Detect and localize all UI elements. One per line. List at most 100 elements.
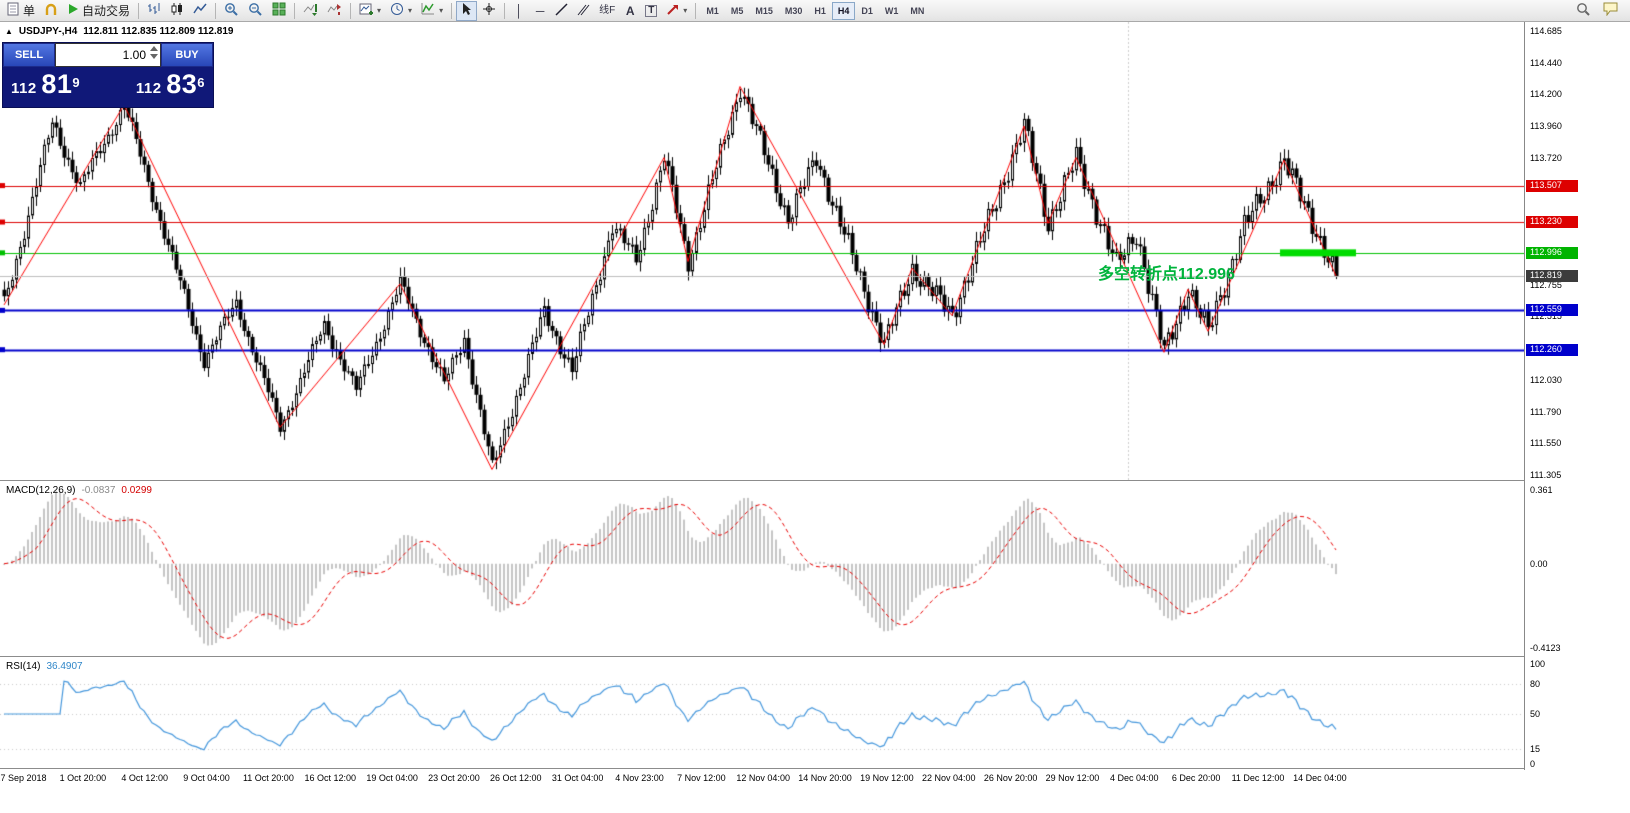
zoom-in-icon [224,2,239,20]
price-tag[interactable]: 113.507 [1526,180,1578,192]
time-axis-label: 27 Sep 2018 [0,773,47,783]
timeframe-button-h4[interactable]: H4 [831,1,856,20]
buy-price[interactable]: 112 836 [135,69,205,99]
time-axis-label: 4 Nov 23:00 [615,773,664,783]
zoom-in-button[interactable] [220,1,243,21]
pane-splitter[interactable] [0,480,1630,481]
macd-canvas[interactable] [0,482,1524,656]
period-button[interactable]: ▾ [386,1,416,21]
time-axis-label: 23 Oct 20:00 [428,773,480,783]
equidistant-channel-icon [577,3,590,19]
crosshair-icon [482,2,496,19]
pane-splitter[interactable] [0,656,1630,657]
horizontal-line-icon: ─ [535,3,545,18]
trendline-tool-button[interactable] [551,1,572,21]
auto-scroll-button[interactable] [299,1,322,21]
text-tool-button[interactable]: A [620,1,640,21]
time-axis-label: 6 Dec 20:00 [1171,773,1221,783]
timeframe-button-m5[interactable]: M5 [725,2,750,20]
sell-price[interactable]: 112 819 [11,69,81,99]
new-order-label: 单 [23,4,36,18]
lot-decrease-arrow[interactable] [150,54,158,59]
chart-shift-icon [327,2,342,19]
toolbar-separator [504,2,506,19]
lot-size-field[interactable]: 1.00 [55,43,161,67]
pane-splitter[interactable] [0,768,1630,769]
timeframe-button-h1[interactable]: H1 [808,2,832,20]
price-tick-label: 114.200 [1530,89,1562,99]
toolbar-separator [350,2,352,19]
price-tick-label: 111.550 [1530,438,1562,448]
crosshair-tool-button[interactable] [478,1,500,21]
vertical-line-tool-button[interactable]: │ [509,1,529,21]
time-axis-label: 26 Oct 12:00 [490,773,542,783]
text-tool-icon: A [625,3,635,18]
buy-button[interactable]: BUY [161,43,213,67]
timeframe-button-m15[interactable]: M15 [749,2,779,20]
zoom-out-button[interactable] [244,1,267,21]
search-icon [1576,2,1591,20]
time-axis-label: 22 Nov 04:00 [921,773,976,783]
price-axis[interactable]: 114.685 114.440 114.200 113.960 113.720 112.7… [1524,22,1630,770]
macd-axis-min: -0.4123 [1530,643,1561,653]
rsi-axis-label: 100 [1530,659,1546,669]
collapse-one-click-arrow[interactable]: ▲ [5,27,13,36]
line-chart-button[interactable] [189,1,211,21]
price-tick-label: 114.440 [1530,58,1562,68]
candlestick-chart-button[interactable] [166,1,188,21]
autotrading-button[interactable]: 自动交易 [63,1,134,21]
price-tag[interactable]: 112.996 [1526,247,1578,259]
channel-tool-button[interactable] [573,1,594,21]
timeframe-button-m1[interactable]: M1 [700,2,725,20]
rsi-canvas[interactable] [0,658,1524,768]
timeframe-button-d1[interactable]: D1 [855,2,879,20]
fibonacci-tool-button[interactable]: 线F [595,1,619,21]
time-axis-label: 14 Dec 04:00 [1293,773,1347,783]
indicators-button[interactable]: ▾ [417,1,447,21]
toolbar-separator [451,2,453,19]
timeframe-button-mn[interactable]: MN [904,2,930,20]
timeframe-button-w1[interactable]: W1 [879,2,905,20]
toolbar-separator [215,2,217,19]
arrows-tool-button[interactable]: ▾ [662,1,691,21]
lot-increase-arrow[interactable] [150,46,158,51]
price-tag[interactable]: 112.260 [1526,344,1578,356]
symbol-header: ▲ USDJPY-,H4 112.811 112.835 112.809 112… [5,26,233,37]
sell-button[interactable]: SELL [3,43,55,67]
symbol-quotes: 112.811 112.835 112.809 112.819 [83,26,234,37]
search-button[interactable] [1572,1,1595,21]
time-axis-label: 9 Oct 04:00 [183,773,230,783]
tile-windows-button[interactable] [268,1,290,21]
new-order-button[interactable]: 单 [3,1,39,21]
time-axis-label: 11 Oct 20:00 [242,773,294,783]
new-chart-button[interactable]: ▾ [355,1,385,21]
main-chart-canvas[interactable] [0,22,1524,480]
time-axis-label: 4 Dec 04:00 [1110,773,1159,783]
price-tag[interactable]: 112.559 [1526,304,1578,316]
rsi-axis-label: 50 [1530,709,1541,719]
dropdown-caret-icon: ▾ [683,6,688,15]
time-axis-label: 16 Oct 12:00 [304,773,357,783]
autotrading-label: 自动交易 [82,4,131,18]
price-tag[interactable]: 113.230 [1526,216,1578,228]
lot-value: 1.00 [122,48,146,62]
horizontal-line-tool-button[interactable]: ─ [530,1,550,21]
toolbar-separator [695,2,697,19]
bar-chart-button[interactable] [143,1,165,21]
price-tag[interactable]: 112.819 [1526,270,1578,282]
text-label-tool-button[interactable]: T [641,1,661,21]
pivot-annotation[interactable]: 多空转折点112.996 [1098,266,1235,283]
time-axis-label: 29 Nov 12:00 [1045,773,1100,783]
horseshoe-button[interactable] [40,1,62,21]
time-axis-label: 11 Dec 12:00 [1231,773,1285,783]
timeframe-button-m30[interactable]: M30 [779,2,809,20]
cursor-tool-button[interactable] [456,0,478,21]
time-axis[interactable]: 27 Sep 2018 1 Oct 20:00 4 Oct 12:00 9 Oct 0… [0,770,1630,813]
rsi-axis-label: 80 [1530,679,1541,689]
chat-button[interactable] [1599,1,1623,21]
rsi-value: 36.4907 [46,661,83,672]
chart-shift-button[interactable] [323,1,346,21]
price-tick-label: 112.030 [1530,375,1562,385]
time-axis-label: 19 Nov 12:00 [860,773,914,783]
dropdown-caret-icon: ▾ [408,6,413,15]
